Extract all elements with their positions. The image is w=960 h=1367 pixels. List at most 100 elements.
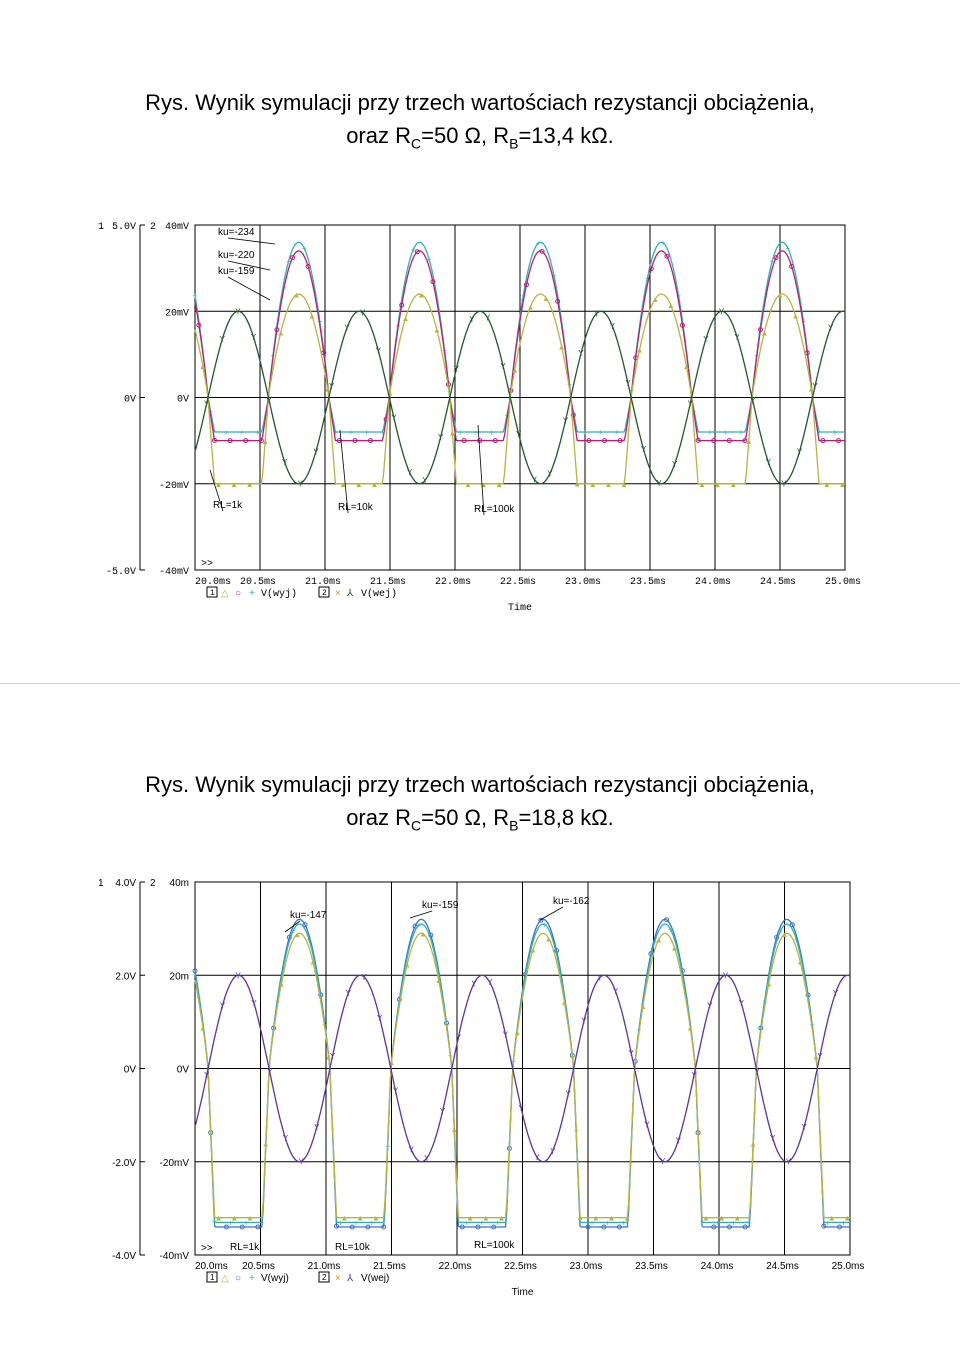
x-tick-label: 20.0ms <box>195 577 231 588</box>
legend-marker-circle: ○ <box>235 1273 241 1284</box>
data-marker: + <box>598 428 603 437</box>
data-marker: Y <box>566 1089 572 1098</box>
caption-sub: C <box>410 817 422 834</box>
data-marker <box>711 438 717 444</box>
y2-tick-label: 0V <box>177 395 189 406</box>
y2-tick-label: 20mV <box>165 308 189 319</box>
annotation-label: ku=-159 <box>218 266 255 277</box>
y2-tick-label: 20m <box>170 971 189 982</box>
data-marker <box>192 968 198 974</box>
data-marker: + <box>817 428 822 437</box>
data-marker <box>664 253 670 259</box>
data-marker: ▲ <box>667 301 675 310</box>
data-marker: ▲ <box>529 946 537 955</box>
data-marker: ▲ <box>308 312 316 321</box>
data-marker <box>836 438 841 444</box>
data-marker: Y <box>471 979 477 988</box>
data-marker: ▲ <box>745 437 753 446</box>
data-marker: ▲ <box>560 998 568 1007</box>
data-marker: ▲ <box>733 1214 741 1223</box>
x-tick-label: 20.5ms <box>240 577 276 588</box>
figure1-caption-line2: oraz RC=50 Ω, RB=13,4 kΩ. <box>0 119 960 160</box>
data-marker: + <box>417 921 422 930</box>
x-tick-label: 24.5ms <box>766 1261 799 1272</box>
data-marker: + <box>770 257 775 266</box>
y2-tick-label: 0V <box>177 1065 190 1076</box>
data-marker <box>773 255 779 261</box>
data-marker: Y <box>236 971 242 980</box>
data-marker: ▲ <box>230 480 238 489</box>
legend-marker-plus: + <box>249 1273 255 1284</box>
annotation-label: RL=1k <box>230 1242 260 1253</box>
annotation-label: RL=10k <box>338 502 374 513</box>
data-marker: + <box>684 993 689 1002</box>
data-marker <box>305 263 311 269</box>
data-marker: Y <box>407 468 413 477</box>
data-marker: ▲ <box>623 1214 631 1223</box>
data-marker: Y <box>625 379 631 388</box>
data-marker: + <box>333 428 338 437</box>
data-marker: + <box>832 428 837 437</box>
data-marker: ▲ <box>589 480 597 489</box>
data-marker: ▲ <box>356 1214 364 1223</box>
data-marker <box>837 1224 843 1230</box>
data-marker <box>368 438 373 444</box>
data-marker: ▲ <box>823 480 831 489</box>
axis1-label: 1 <box>98 878 104 889</box>
annotation-label: ku=-220 <box>218 250 255 261</box>
data-marker <box>212 437 217 443</box>
trace-rl1k <box>194 932 850 1219</box>
data-marker: + <box>794 935 799 944</box>
annotation-leader <box>339 429 349 514</box>
data-marker: Y <box>817 1052 823 1061</box>
data-marker: + <box>473 428 478 437</box>
figure1-caption-line1: Rys. Wynik symulacji przy trzech wartośc… <box>145 90 815 115</box>
legend-trace-2: V(wej) <box>361 1273 389 1284</box>
data-marker: Y <box>812 382 818 391</box>
data-marker: ▲ <box>812 1053 820 1062</box>
caption-text: oraz R <box>346 805 411 830</box>
axis2-label: 2 <box>150 222 156 233</box>
data-marker <box>365 1224 371 1230</box>
data-marker: Y <box>298 1157 304 1166</box>
x-tick-label: 22.5ms <box>504 1261 537 1272</box>
data-marker: ▲ <box>686 1023 694 1032</box>
data-marker <box>430 279 436 285</box>
data-marker: Y <box>519 1104 525 1113</box>
data-marker: + <box>193 292 198 301</box>
data-marker: Y <box>719 307 725 316</box>
x-tick-label: 23.5ms <box>635 1261 668 1272</box>
data-marker <box>711 1224 717 1230</box>
data-marker: ▲ <box>714 480 722 489</box>
data-marker: ▲ <box>339 480 347 489</box>
page-divider <box>0 683 960 684</box>
data-marker: ▲ <box>230 1214 238 1223</box>
data-marker: + <box>605 1218 610 1227</box>
data-marker: ▲ <box>776 291 784 300</box>
data-marker: Y <box>610 322 616 331</box>
data-marker: Y <box>754 1068 760 1077</box>
data-marker: ▲ <box>796 958 804 967</box>
x-tick-label: 24.5ms <box>760 577 796 588</box>
data-marker: + <box>411 245 416 254</box>
data-marker <box>648 266 654 272</box>
caption-text: =13,4 kΩ. <box>518 123 614 148</box>
data-marker: Y <box>629 1049 635 1058</box>
data-marker: Y <box>266 396 272 405</box>
data-marker <box>539 248 545 254</box>
data-marker: + <box>583 428 588 437</box>
data-marker: + <box>228 1218 233 1227</box>
y1-tick-label: -2.0V <box>112 1158 136 1169</box>
data-marker <box>223 1224 229 1230</box>
data-marker: ▲ <box>464 480 472 489</box>
data-marker: + <box>652 938 657 947</box>
data-marker <box>789 263 795 269</box>
data-marker: ▲ <box>199 362 207 371</box>
annotation-leader <box>227 237 276 245</box>
data-marker: ▲ <box>262 1140 270 1149</box>
data-marker: Y <box>707 1001 713 1010</box>
data-marker: ▲ <box>309 958 317 967</box>
annotation-leader <box>539 906 564 921</box>
data-marker <box>491 1224 497 1230</box>
x-tick-label: 24.0ms <box>695 577 731 588</box>
